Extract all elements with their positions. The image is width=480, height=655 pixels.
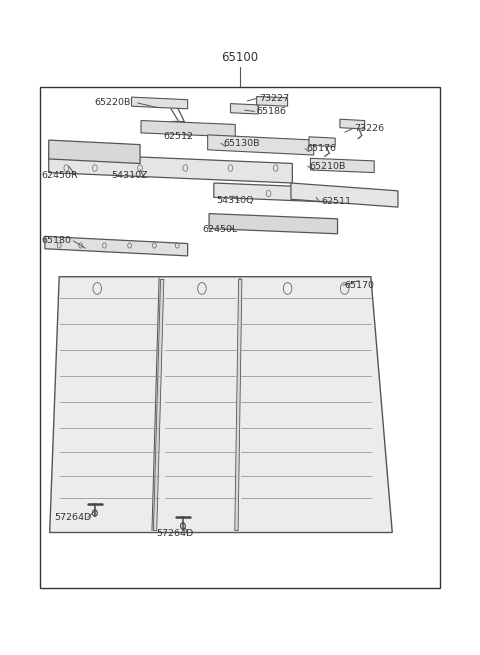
Polygon shape xyxy=(214,183,325,202)
Polygon shape xyxy=(230,103,258,114)
Polygon shape xyxy=(235,279,242,531)
Text: 65220B: 65220B xyxy=(95,98,131,107)
Text: 65170: 65170 xyxy=(345,281,375,290)
Text: 65100: 65100 xyxy=(221,51,259,64)
Text: 54310Q: 54310Q xyxy=(216,196,254,205)
Bar xyxy=(40,86,440,588)
Text: 57264D: 57264D xyxy=(157,529,194,538)
Polygon shape xyxy=(49,276,392,533)
Polygon shape xyxy=(48,140,140,164)
Polygon shape xyxy=(257,96,288,106)
Polygon shape xyxy=(208,135,314,155)
Polygon shape xyxy=(209,214,337,234)
Text: 65180: 65180 xyxy=(42,236,72,246)
Text: 57264D: 57264D xyxy=(54,513,92,522)
Text: 62450L: 62450L xyxy=(202,225,237,234)
Text: 73226: 73226 xyxy=(354,124,384,133)
Polygon shape xyxy=(132,97,188,109)
Text: 62450R: 62450R xyxy=(42,172,78,180)
Text: 62512: 62512 xyxy=(164,132,194,141)
Text: 62511: 62511 xyxy=(321,197,351,206)
Polygon shape xyxy=(141,121,235,137)
Polygon shape xyxy=(340,119,365,129)
Polygon shape xyxy=(311,159,374,173)
Text: 65130B: 65130B xyxy=(223,139,260,148)
Text: 65210B: 65210B xyxy=(309,162,346,170)
Polygon shape xyxy=(45,236,188,256)
Text: 54310Z: 54310Z xyxy=(111,172,148,180)
Polygon shape xyxy=(309,137,335,147)
Polygon shape xyxy=(48,153,292,183)
Text: 65176: 65176 xyxy=(307,144,336,153)
Polygon shape xyxy=(154,279,164,531)
Text: 73227: 73227 xyxy=(259,94,289,103)
Polygon shape xyxy=(291,183,398,207)
Text: 65186: 65186 xyxy=(257,107,287,116)
